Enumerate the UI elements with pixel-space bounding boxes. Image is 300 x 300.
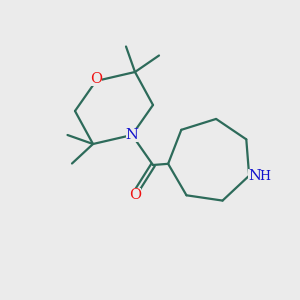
Text: H: H xyxy=(259,170,270,183)
Text: N: N xyxy=(248,169,261,183)
Text: O: O xyxy=(90,72,102,86)
Text: O: O xyxy=(129,188,141,202)
Text: N: N xyxy=(126,128,138,142)
